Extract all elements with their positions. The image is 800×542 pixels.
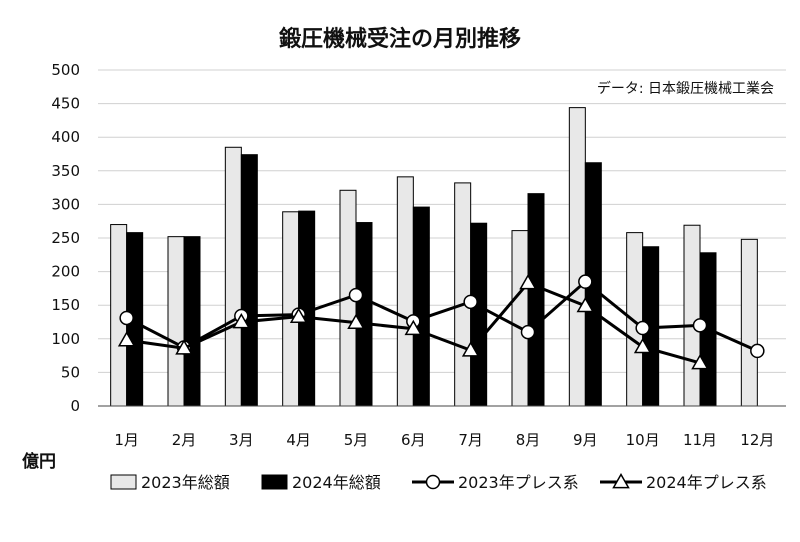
point: [461, 341, 480, 357]
point: [348, 287, 364, 303]
x-tick-label: 11月: [683, 431, 717, 449]
y-tick-label: 250: [51, 229, 80, 247]
point: [692, 318, 708, 333]
y-tick-label: 0: [70, 397, 80, 415]
legend-label: 2024年プレス系: [646, 473, 767, 492]
point: [519, 274, 537, 290]
bar: [167, 236, 185, 407]
bar: [568, 107, 586, 407]
y-axis-unit: 億円: [22, 451, 56, 472]
point: [404, 319, 423, 336]
x-tick-label: 9月: [573, 431, 598, 449]
y-tick-label: 100: [51, 330, 80, 348]
point: [117, 331, 136, 347]
point: [576, 296, 595, 313]
legend-swatch: [261, 474, 288, 490]
x-tick-label: 4月: [286, 431, 311, 449]
legend-label: 2023年総額: [141, 473, 230, 492]
x-tick-label: 1月: [114, 431, 139, 449]
x-tick-label: 7月: [458, 431, 483, 449]
chart-title: 鍛圧機械受注の月別推移: [279, 26, 521, 52]
legend-label: 2024年総額: [292, 473, 381, 492]
point: [289, 307, 308, 323]
point: [175, 339, 193, 355]
x-tick-label: 6月: [401, 431, 426, 449]
gridlines: [98, 69, 786, 373]
point: [425, 474, 441, 490]
x-tick-label: 8月: [516, 431, 541, 449]
y-tick-label: 200: [51, 263, 80, 281]
x-tick-label: 10月: [626, 431, 660, 449]
legend: 2023年総額 2024年総額 2023年プレス系 2024年プレス系: [110, 472, 767, 492]
point: [633, 337, 652, 354]
bar: [412, 206, 430, 407]
bar: [224, 146, 242, 407]
bar: [511, 230, 529, 407]
x-tick-label: 12月: [740, 431, 774, 449]
legend-swatch: [110, 474, 137, 490]
x-tick-label: 2月: [172, 431, 197, 449]
bar: [454, 182, 472, 407]
x-tick-label: 5月: [344, 431, 369, 449]
bar: [396, 176, 414, 407]
point: [119, 310, 134, 326]
point: [463, 294, 478, 310]
bar: [527, 193, 545, 407]
y-axis-ticks: 0 50 100 150 200 250 300 350 400 450 500: [51, 61, 80, 415]
point: [750, 343, 765, 359]
point: [347, 313, 365, 330]
point: [635, 320, 650, 336]
point: [520, 324, 536, 340]
bar: [240, 154, 258, 407]
bar: [355, 222, 373, 407]
bar: [470, 222, 488, 407]
series-line: [125, 279, 758, 353]
y-tick-label: 500: [51, 61, 80, 79]
x-tick-label: 3月: [229, 431, 254, 449]
y-tick-label: 50: [61, 363, 80, 381]
legend-label: 2023年プレス系: [458, 473, 579, 492]
y-tick-label: 350: [51, 162, 80, 180]
y-tick-label: 300: [51, 195, 80, 213]
x-axis-ticks: 1月 2月 3月 4月 5月 6月 7月 8月 9月 10月 11月 12月: [114, 431, 774, 449]
y-tick-label: 150: [51, 296, 80, 314]
point: [232, 312, 251, 329]
point: [612, 472, 630, 489]
y-tick-label: 450: [51, 95, 80, 113]
bar: [183, 236, 201, 407]
source-note: データ: 日本鍛圧機械工業会: [597, 80, 774, 97]
point: [578, 274, 593, 289]
bars: [110, 107, 758, 407]
bar: [740, 238, 758, 407]
point: [691, 353, 709, 370]
lines: [117, 274, 765, 370]
y-tick-label: 400: [51, 128, 80, 146]
bar: [626, 232, 644, 407]
bar: [683, 224, 701, 407]
